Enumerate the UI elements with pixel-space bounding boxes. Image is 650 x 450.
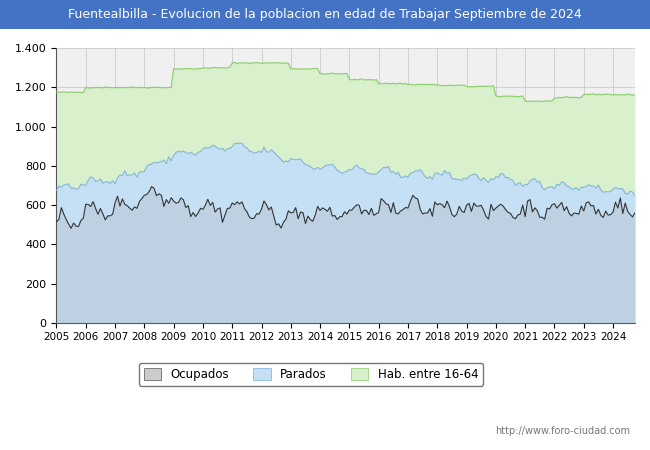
Text: http://www.foro-ciudad.com: http://www.foro-ciudad.com xyxy=(495,427,630,436)
Text: Fuentealbilla - Evolucion de la poblacion en edad de Trabajar Septiembre de 2024: Fuentealbilla - Evolucion de la poblacio… xyxy=(68,9,582,21)
Legend: Ocupados, Parados, Hab. entre 16-64: Ocupados, Parados, Hab. entre 16-64 xyxy=(139,363,483,386)
